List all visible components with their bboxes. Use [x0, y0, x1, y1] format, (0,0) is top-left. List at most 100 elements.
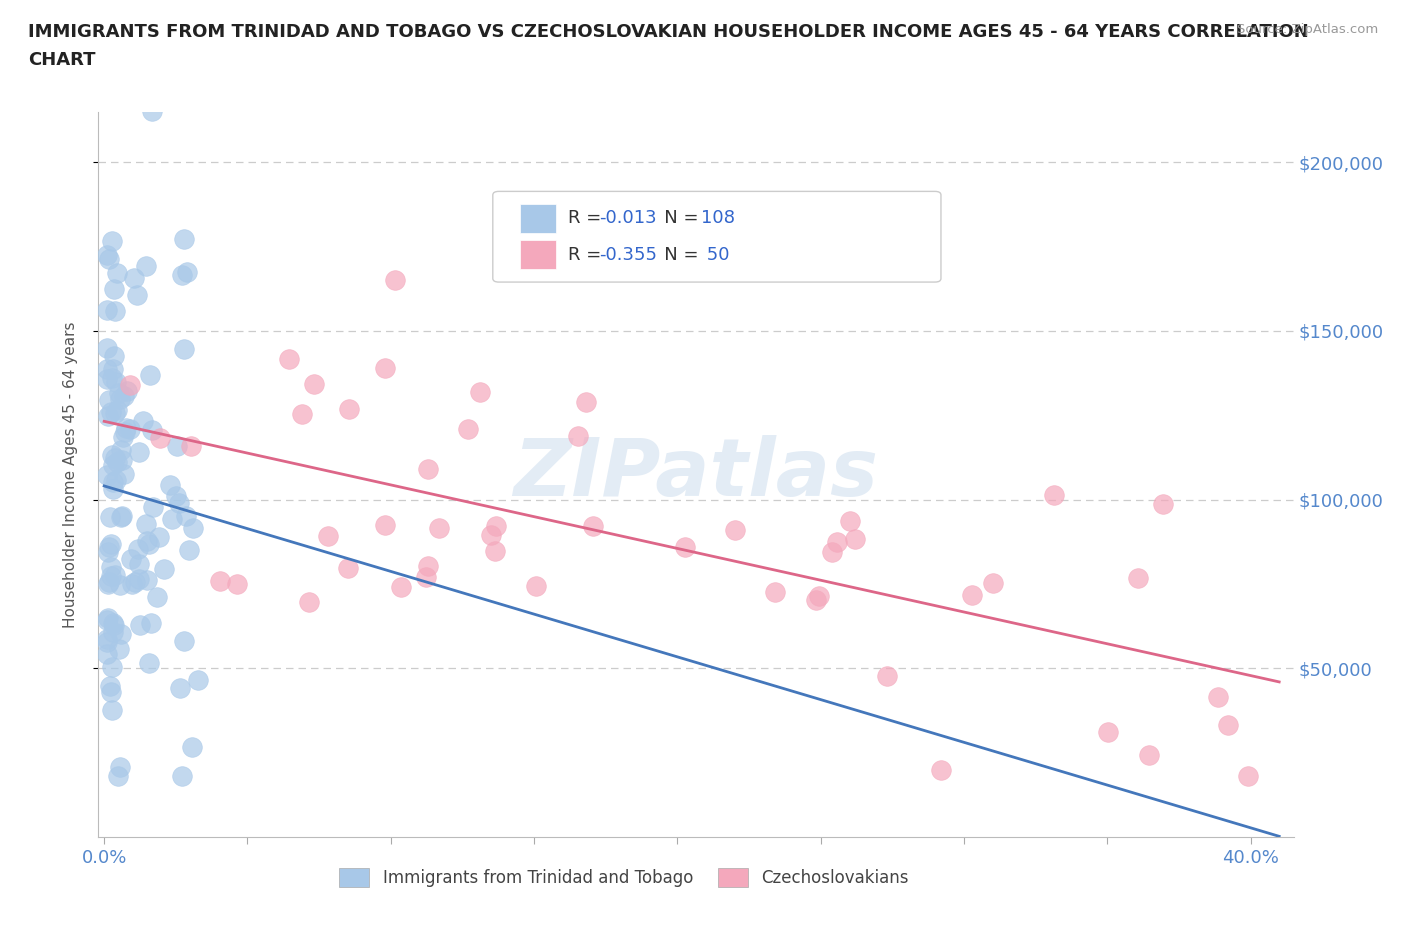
Point	[1126, 570, 1149, 585]
Text: CHART: CHART	[28, 51, 96, 69]
Point	[960, 588, 983, 603]
Point	[110, 626, 132, 641]
Point	[97, 577, 120, 591]
Point	[763, 585, 786, 600]
Point	[418, 559, 440, 574]
Point	[337, 401, 360, 416]
Point	[121, 577, 143, 591]
Point	[100, 684, 122, 699]
Point	[110, 510, 132, 525]
Text: Source: ZipAtlas.com: Source: ZipAtlas.com	[1237, 23, 1378, 36]
Point	[415, 569, 437, 584]
Point	[101, 447, 124, 462]
Point	[111, 430, 134, 445]
Point	[96, 247, 118, 262]
Point	[524, 579, 547, 594]
Point	[131, 414, 153, 429]
Point	[136, 572, 159, 587]
Point	[128, 572, 150, 587]
Point	[110, 578, 132, 592]
Point	[120, 551, 142, 566]
Point	[839, 514, 862, 529]
Point	[139, 368, 162, 383]
Point	[96, 646, 118, 661]
Point	[103, 618, 125, 632]
Point	[96, 468, 118, 483]
Point	[208, 574, 231, 589]
Point	[1206, 690, 1229, 705]
Point	[114, 424, 136, 439]
Point	[108, 392, 131, 406]
Point	[104, 472, 127, 487]
FancyBboxPatch shape	[494, 192, 941, 282]
Point	[226, 577, 249, 591]
Point	[389, 579, 412, 594]
Point	[112, 388, 135, 403]
Point	[136, 534, 159, 549]
Point	[107, 386, 129, 401]
Point	[101, 659, 124, 674]
Point	[103, 482, 125, 497]
Point	[429, 520, 451, 535]
Point	[1236, 769, 1258, 784]
Point	[316, 528, 339, 543]
Point	[148, 530, 170, 545]
Point	[135, 259, 157, 273]
Point	[100, 537, 122, 551]
Point	[825, 535, 848, 550]
Point	[105, 402, 128, 417]
Text: 108: 108	[702, 209, 735, 227]
Point	[105, 266, 128, 281]
Point	[103, 475, 125, 490]
Point	[1137, 748, 1160, 763]
Point	[97, 611, 120, 626]
Point	[981, 576, 1004, 591]
Point	[104, 567, 127, 582]
Point	[1216, 718, 1239, 733]
Point	[484, 543, 506, 558]
Point	[101, 371, 124, 386]
Point	[104, 406, 127, 421]
Point	[128, 445, 150, 459]
Point	[105, 375, 128, 390]
Point	[176, 264, 198, 279]
Point	[374, 361, 396, 376]
Point	[108, 760, 131, 775]
Point	[291, 406, 314, 421]
Point	[124, 574, 146, 589]
Point	[159, 477, 181, 492]
Point	[100, 405, 122, 419]
Text: N =: N =	[647, 209, 704, 227]
Text: N =: N =	[647, 246, 704, 263]
Point	[187, 672, 209, 687]
Text: -0.013: -0.013	[599, 209, 657, 227]
Point	[128, 557, 150, 572]
Point	[110, 443, 132, 458]
Point	[129, 618, 152, 632]
Text: ZIPatlas: ZIPatlas	[513, 435, 879, 513]
Point	[96, 613, 118, 628]
Point	[101, 624, 124, 639]
Point	[181, 739, 204, 754]
Point	[470, 384, 492, 399]
Point	[139, 616, 162, 631]
Point	[112, 466, 135, 481]
Point	[96, 632, 118, 647]
Point	[108, 642, 131, 657]
Point	[100, 568, 122, 583]
Point	[169, 681, 191, 696]
Point	[153, 562, 176, 577]
Point	[97, 408, 120, 423]
Point	[384, 272, 406, 287]
Point	[298, 594, 321, 609]
Point	[165, 488, 187, 503]
Point	[929, 763, 952, 777]
Point	[141, 103, 163, 118]
Point	[105, 455, 128, 470]
Point	[302, 377, 325, 392]
Point	[96, 362, 118, 377]
Point	[96, 302, 118, 317]
Point	[1042, 488, 1064, 503]
Point	[1152, 497, 1174, 512]
Point	[111, 509, 134, 524]
